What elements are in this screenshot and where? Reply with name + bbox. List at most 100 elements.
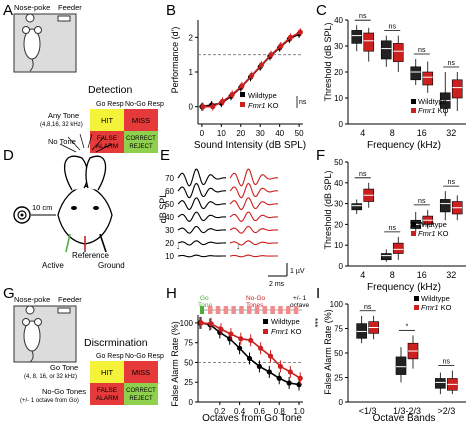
g-correct-reject-label-1: CORRECT bbox=[126, 388, 156, 394]
scale-label-ms: 2 ms bbox=[269, 281, 285, 288]
go-tone-bar bbox=[200, 306, 204, 314]
data-point bbox=[297, 29, 303, 35]
nogo-tone-bar bbox=[278, 306, 283, 314]
y-tick-label: 50 bbox=[184, 358, 193, 367]
g-false-alarm-cell bbox=[90, 383, 124, 405]
nogo-tone-bar bbox=[208, 306, 213, 314]
box bbox=[435, 378, 446, 389]
go-tone-marker-2: Tone bbox=[198, 302, 212, 309]
panel-e-traces bbox=[177, 168, 279, 258]
correct-reject-label-2: REJECT bbox=[129, 144, 153, 150]
panel-f-ylabel: Threshold (dB SPL) bbox=[323, 170, 333, 249]
significance-label: ns bbox=[389, 225, 397, 232]
panel-b-xlabel: Sound Intensity (dB SPL) bbox=[194, 140, 306, 151]
data-point bbox=[276, 375, 282, 381]
ko-suffix: KO bbox=[436, 229, 449, 238]
abr-trace bbox=[177, 211, 226, 223]
legend-ko-marker bbox=[240, 102, 245, 107]
panel-e-ylabel: dB SPL bbox=[158, 193, 168, 224]
nogo-tones-label: No-Go Tones bbox=[42, 387, 86, 396]
g-correct-reject-cell bbox=[124, 383, 158, 405]
panel-letter-e: E bbox=[160, 147, 170, 164]
go-tone-sub: (4, 8, 16, or 32 kHz) bbox=[24, 374, 77, 380]
abr-trace bbox=[229, 197, 279, 211]
ground-label: Ground bbox=[98, 261, 125, 270]
correct-reject-label-1: CORRECT bbox=[126, 136, 156, 142]
panel-letter-c: C bbox=[316, 2, 327, 19]
panel-g: Nose-poke Feeder Discrmination Go Resp N… bbox=[13, 295, 164, 405]
category-label: 4 bbox=[360, 270, 365, 280]
feeder-label: Feeder bbox=[58, 3, 82, 12]
box bbox=[410, 66, 422, 81]
whiskers-icon bbox=[59, 133, 113, 153]
category-label: 32 bbox=[446, 270, 456, 280]
nogo-tone-bar bbox=[262, 306, 268, 314]
data-point bbox=[286, 380, 292, 386]
category-label: >2/3 bbox=[437, 406, 455, 416]
ko-gene-name: Fmr1 bbox=[248, 101, 266, 110]
y-tick-label: 25 bbox=[334, 374, 343, 383]
x-tick-label: 30 bbox=[256, 129, 265, 138]
data-point bbox=[287, 369, 293, 375]
panel-f-legend-wildtype: Wildtype bbox=[418, 220, 447, 229]
data-point bbox=[249, 72, 255, 79]
g-hit-label: HIT bbox=[101, 368, 114, 377]
g-nose-poke-port bbox=[25, 305, 35, 315]
box bbox=[380, 40, 392, 60]
threshold-arrow-wt: ↓ bbox=[176, 242, 180, 251]
g-false-alarm-label-2: ALARM bbox=[96, 395, 118, 402]
panel-h-ylabel: False Alarm Rate (%) bbox=[170, 321, 180, 407]
speaker-icon bbox=[13, 206, 31, 224]
hit-label: HIT bbox=[101, 116, 114, 125]
panel-h-legend-wildtype: Wildtype bbox=[271, 317, 300, 326]
data-point bbox=[277, 363, 284, 370]
data-point bbox=[208, 321, 214, 327]
threshold-arrow-ko: ↓ bbox=[236, 242, 240, 251]
g-feeder-port bbox=[57, 307, 71, 314]
y-tick-label: 1 bbox=[189, 68, 194, 77]
go-tone-label: Go Tone bbox=[50, 363, 78, 372]
panel-i-legend-wt-marker bbox=[414, 296, 419, 301]
panel-e-level-labels: 70 60 50 40 30 20 10 bbox=[165, 174, 174, 261]
nogo-tone-bar bbox=[293, 306, 299, 314]
panel-letter-i: I bbox=[316, 285, 320, 302]
box bbox=[422, 71, 434, 86]
y-tick-label: 0 bbox=[339, 262, 344, 271]
data-point bbox=[266, 369, 272, 375]
data-point bbox=[200, 104, 206, 110]
significance-label: ns bbox=[443, 359, 451, 366]
x-tick-label: 40 bbox=[275, 129, 284, 138]
level-label: 70 bbox=[165, 174, 174, 183]
y-tick-label: 40 bbox=[334, 179, 343, 188]
box bbox=[439, 199, 451, 213]
g-correct-reject-label-2: REJECT bbox=[129, 396, 153, 402]
data-point bbox=[267, 353, 274, 359]
category-label: 8 bbox=[390, 128, 395, 138]
data-point bbox=[268, 52, 274, 58]
panel-d: 10 cm Reference Active Ground bbox=[13, 133, 125, 270]
y-tick-label: 0 bbox=[339, 120, 344, 129]
abr-trace bbox=[229, 168, 278, 187]
panel-i-legend-ko: Fmr1 KO bbox=[421, 303, 452, 312]
ko-gene-name: Fmr1 bbox=[421, 303, 439, 312]
tone-bar bbox=[200, 306, 302, 314]
box bbox=[351, 30, 363, 44]
go-tone-marker-1: Go bbox=[200, 295, 209, 302]
active-label: Active bbox=[42, 261, 64, 270]
category-label: 16 bbox=[417, 128, 427, 138]
false-alarm-cell bbox=[90, 131, 124, 153]
abr-trace bbox=[177, 240, 226, 246]
discrimination-title: Discrmination bbox=[84, 337, 148, 349]
y-tick-label: 20 bbox=[334, 220, 343, 229]
nogo-tone-bar bbox=[239, 306, 244, 314]
y-tick-label: 40 bbox=[334, 16, 343, 25]
y-tick-label: 30 bbox=[334, 200, 343, 209]
data-point bbox=[198, 320, 204, 326]
x-tick-label: 0 bbox=[200, 129, 205, 138]
panel-e: dB SPL 70 60 50 40 30 20 10 1 µV 2 ms ↓ ↓ bbox=[158, 168, 305, 288]
correct-reject-cell bbox=[124, 131, 158, 153]
feeder-port bbox=[57, 15, 71, 22]
panel-c-legend-wt-marker bbox=[411, 99, 416, 104]
